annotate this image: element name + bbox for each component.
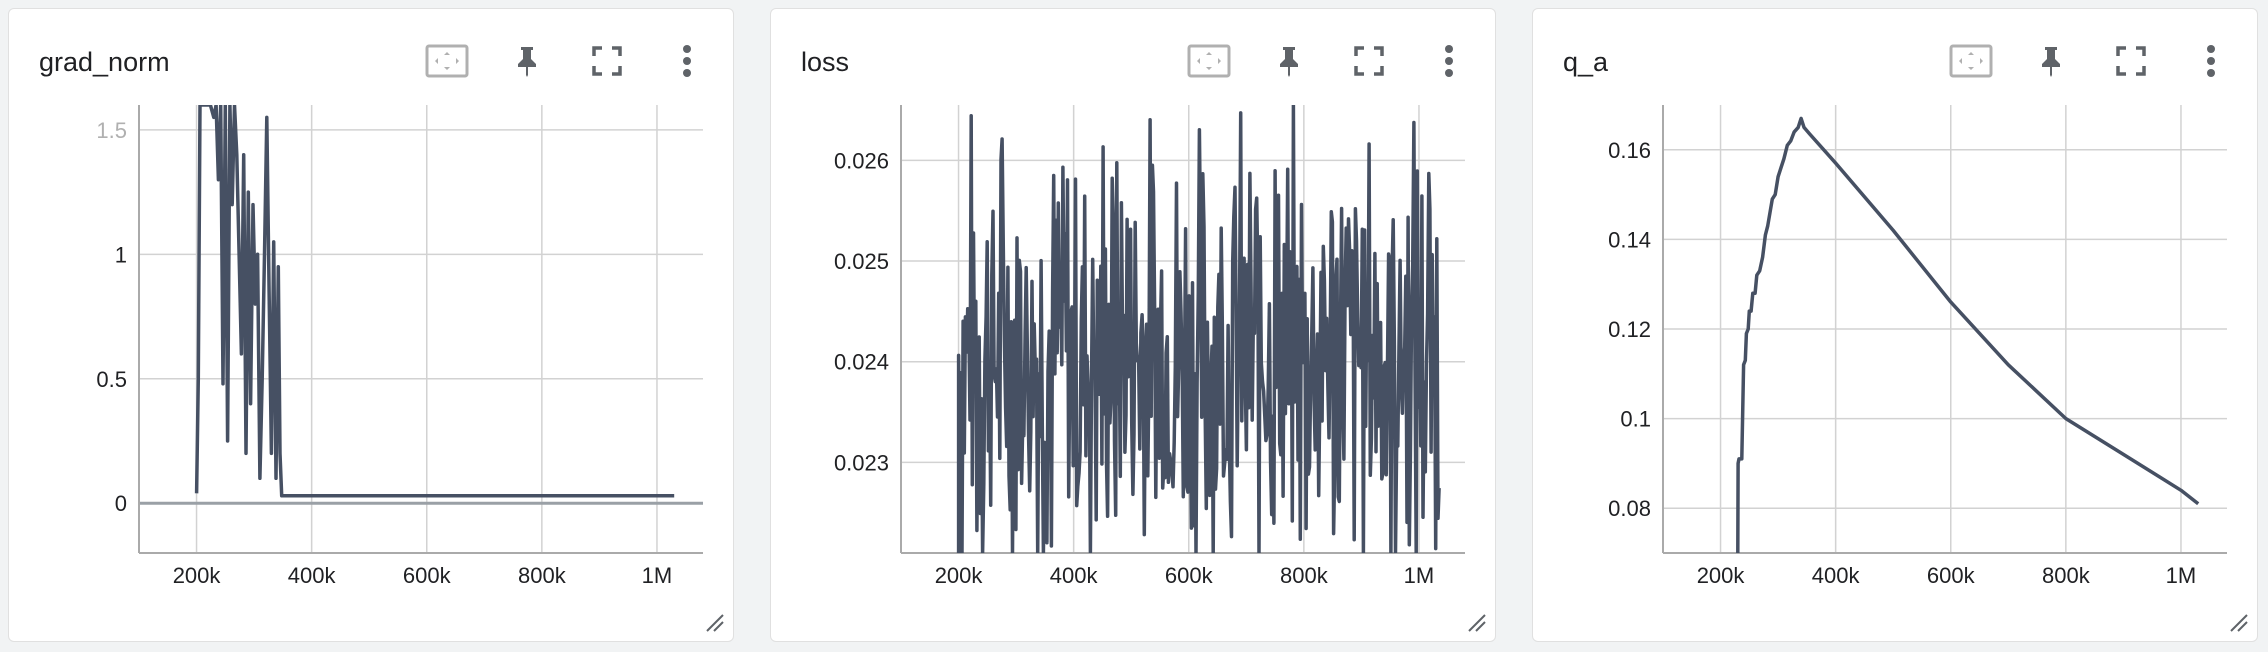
x-tick-label: 600k — [403, 563, 452, 588]
x-tick-label: 800k — [518, 563, 567, 588]
x-tick-label: 600k — [1927, 563, 1976, 588]
x-tick-label: 1M — [2166, 563, 2197, 588]
x-tick-label: 400k — [1050, 563, 1099, 588]
y-tick-label: 0.025 — [834, 249, 889, 274]
resize-handle-icon[interactable] — [703, 611, 725, 633]
fullscreen-button[interactable] — [2109, 39, 2153, 83]
fullscreen-icon — [2116, 46, 2146, 76]
pin-icon — [1280, 47, 1298, 77]
series-line-loss — [956, 105, 1441, 553]
y-tick-label: 1.5 — [96, 118, 127, 143]
y-tick-label: 0.1 — [1620, 407, 1651, 432]
resize-handle-icon[interactable] — [2227, 611, 2249, 633]
series-line-grad_norm — [194, 105, 675, 498]
more-options-button[interactable] — [2189, 39, 2233, 83]
fit-domain-button[interactable] — [1187, 39, 1231, 83]
more-options-button[interactable] — [665, 39, 709, 83]
y-tick-label: 0.16 — [1608, 138, 1651, 163]
fit-domain-icon — [425, 44, 469, 78]
more-vert-icon — [1445, 45, 1453, 77]
chart-card-q-a: q_a 200k 400k 600k 800k 1M 0.08 0.1 0.12 0.14 0.1… — [1532, 8, 2258, 642]
chart-title: grad_norm — [39, 47, 170, 77]
fit-domain-button[interactable] — [1949, 39, 1993, 83]
x-tick-label: 800k — [2042, 563, 2091, 588]
chart-title: q_a — [1563, 47, 1609, 77]
more-options-button[interactable] — [1427, 39, 1471, 83]
x-tick-label: 200k — [173, 563, 222, 588]
x-tick-label: 200k — [935, 563, 984, 588]
fit-domain-button[interactable] — [425, 39, 469, 83]
fullscreen-button[interactable] — [1347, 39, 1391, 83]
fullscreen-icon — [1354, 46, 1384, 76]
x-tick-label: 1M — [642, 563, 673, 588]
line-plot: 200k 400k 600k 800k 1M 0.023 0.024 0.025 0.026 — [834, 105, 1465, 588]
pin-button[interactable] — [1267, 39, 1311, 83]
y-tick-label: 0 — [115, 491, 127, 516]
y-tick-label: 0.5 — [96, 367, 127, 392]
fit-domain-icon — [1949, 44, 1993, 78]
y-tick-label: 0.12 — [1608, 317, 1651, 342]
more-vert-icon — [2207, 45, 2215, 77]
y-tick-label: 0.08 — [1608, 496, 1651, 521]
x-tick-label: 800k — [1280, 563, 1329, 588]
y-tick-label: 1 — [115, 242, 127, 267]
chart-title: loss — [801, 47, 850, 77]
pin-icon — [518, 47, 536, 77]
fit-domain-icon — [1187, 44, 1231, 78]
fullscreen-icon — [592, 46, 622, 76]
y-tick-label: 0.026 — [834, 148, 889, 173]
resize-handle-icon[interactable] — [1465, 611, 1487, 633]
chart-card-grad-norm: grad_norm 200k 400k 600k 800k 1M 0 0.5 1 1.5 — [8, 8, 734, 642]
x-tick-label: 200k — [1697, 563, 1746, 588]
pin-button[interactable] — [505, 39, 549, 83]
line-plot: 200k 400k 600k 800k 1M 0 0.5 1 1.5 — [96, 105, 703, 588]
y-tick-label: 0.024 — [834, 350, 889, 375]
pin-icon — [2042, 47, 2060, 77]
line-plot: 200k 400k 600k 800k 1M 0.08 0.1 0.12 0.14 0.16 — [1608, 105, 2227, 588]
x-tick-label: 1M — [1404, 563, 1435, 588]
fullscreen-button[interactable] — [585, 39, 629, 83]
y-tick-label: 0.14 — [1608, 227, 1651, 252]
more-vert-icon — [683, 45, 691, 77]
chart-card-loss: loss 200k 400k 600k 800k 1M 0.023 0.024 0.025 0.… — [770, 8, 1496, 642]
x-tick-label: 400k — [1812, 563, 1861, 588]
pin-button[interactable] — [2029, 39, 2073, 83]
series-line-q_a — [1736, 116, 2200, 553]
y-tick-label: 0.023 — [834, 450, 889, 475]
x-tick-label: 600k — [1165, 563, 1214, 588]
x-tick-label: 400k — [288, 563, 337, 588]
